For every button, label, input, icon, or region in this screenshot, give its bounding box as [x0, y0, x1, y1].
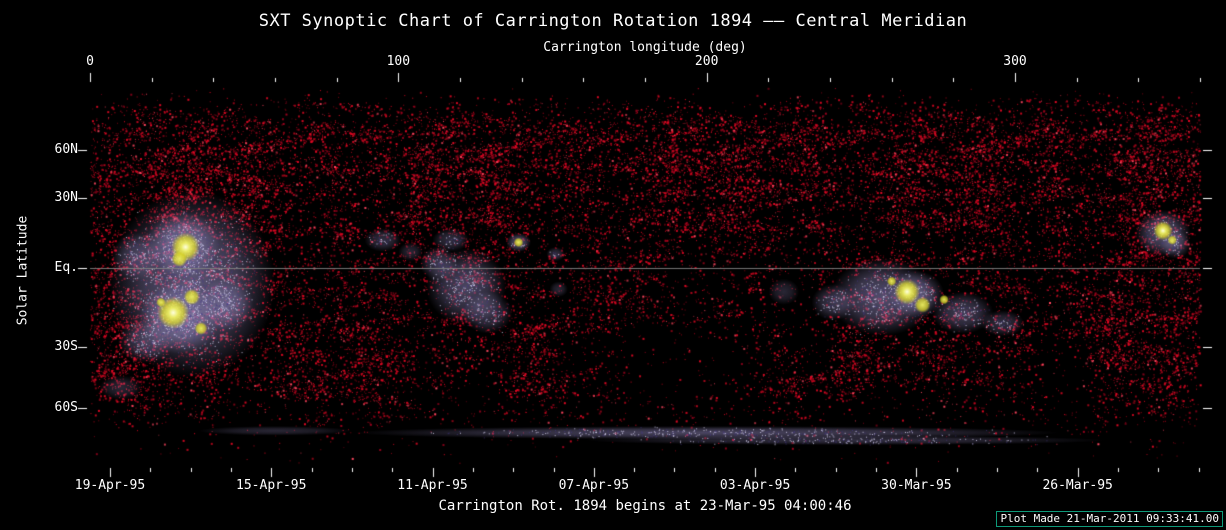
date-tick-label: 07-Apr-95 [558, 478, 630, 493]
x-axis-title: Carrington longitude (deg) [543, 40, 747, 55]
date-tick-label: 19-Apr-95 [74, 478, 146, 493]
x-tick-label: 300 [1003, 54, 1027, 69]
y-tick-label: 60N [54, 141, 78, 157]
x-tick-label: 200 [694, 54, 719, 69]
chart-caption: Carrington Rot. 1894 begins at 23-Mar-95… [438, 498, 852, 514]
y-tick-label: 60S [54, 400, 78, 415]
date-tick-label: 30-Mar-95 [881, 478, 952, 493]
date-tick-label: 15-Apr-95 [236, 478, 307, 493]
date-tick-label: 03-Apr-95 [719, 478, 791, 493]
y-tick-label: Eq. [54, 260, 78, 276]
y-tick-label: 30N [54, 189, 78, 205]
x-tick-label: 100 [386, 54, 411, 69]
plot-stamp: Plot Made 21-Mar-2011 09:33:41.00 [996, 511, 1223, 527]
chart-title: SXT Synoptic Chart of Carrington Rotatio… [258, 11, 968, 31]
date-tick-label: 26-Mar-95 [1042, 478, 1113, 493]
x-tick-label: 0 [86, 54, 94, 69]
date-tick-label: 11-Apr-95 [397, 478, 468, 493]
y-tick-label: 30S [54, 338, 78, 354]
